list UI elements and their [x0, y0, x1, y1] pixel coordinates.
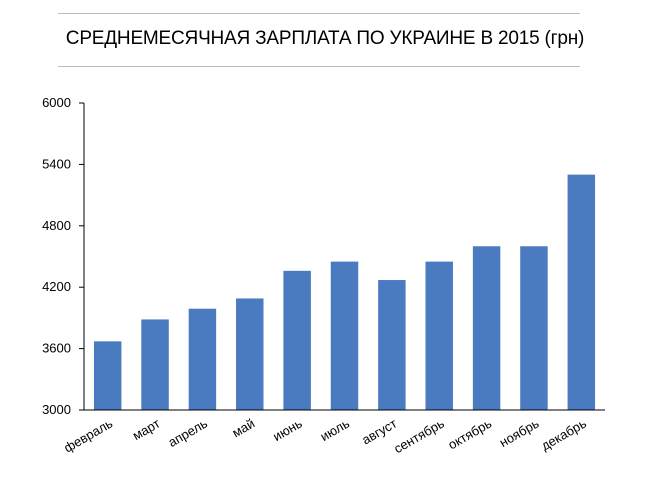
x-tick-label: апрель	[165, 415, 210, 449]
x-axis: февраль март апрель май июнь июль августсентяб…	[61, 409, 605, 456]
bar-5	[283, 270, 311, 410]
x-tick-label: март	[130, 416, 163, 444]
title-rule-bottom	[58, 66, 580, 67]
x-tick-label: декабрь	[538, 415, 589, 453]
bar-9	[472, 246, 501, 410]
chart-title: СРЕДНЕМЕСЯЧНАЯ ЗАРПЛАТА ПО УКРАИНЕ В 201…	[65, 28, 585, 49]
y-tick-label: 4200	[42, 279, 71, 294]
x-tick-label: ноябрь	[497, 415, 542, 450]
bar-4	[236, 298, 264, 410]
bar-10	[520, 246, 548, 410]
bar-11	[567, 174, 596, 410]
bar-6	[330, 261, 359, 410]
bar-8	[425, 261, 453, 410]
x-tick-label: июль	[318, 415, 353, 444]
x-tick-label: май	[229, 416, 257, 441]
y-tick-label: 6000	[42, 95, 71, 110]
bar-1	[93, 341, 122, 410]
bars-group	[93, 174, 596, 410]
y-tick-label: 4800	[42, 218, 71, 233]
bar-3	[188, 308, 217, 410]
x-tick-label: июнь	[270, 415, 305, 444]
x-tick-label: сентябрь	[391, 415, 447, 456]
bar-7	[378, 280, 406, 410]
bar-2	[141, 319, 169, 410]
title-rule-top	[58, 13, 580, 14]
y-axis: 3000 3600 4200 4800 5400 6000	[42, 95, 85, 417]
y-tick-label: 5400	[42, 156, 71, 171]
y-tick-label: 3600	[42, 341, 71, 356]
x-tick-label: октябрь	[445, 415, 494, 452]
y-tick-label: 3000	[42, 402, 71, 417]
x-tick-label: февраль	[61, 415, 115, 455]
